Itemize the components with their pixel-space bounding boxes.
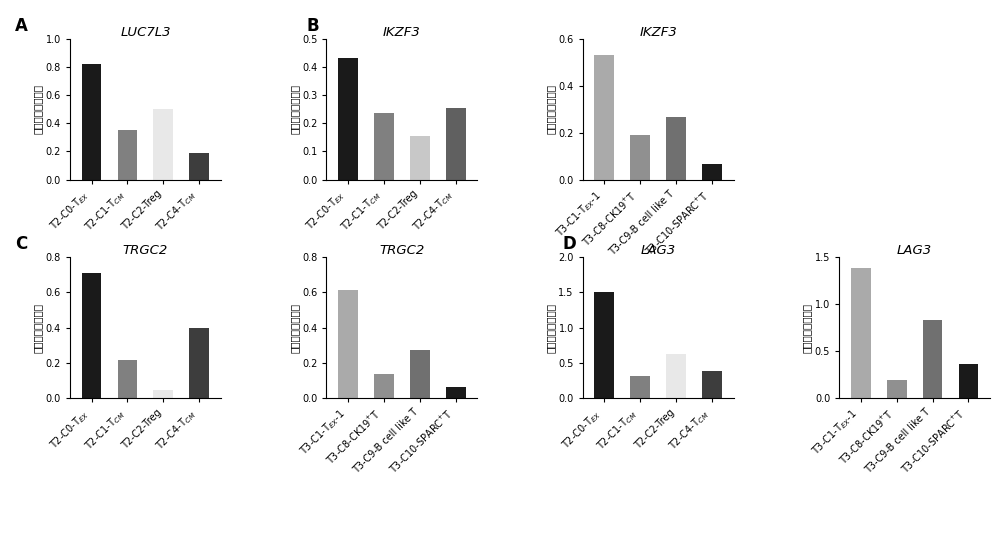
Bar: [189, 328, 209, 398]
Bar: [923, 320, 942, 398]
Text: A: A: [15, 17, 28, 35]
Title: TRGC2: TRGC2: [379, 244, 424, 257]
Y-axis label: 独特分子标识符数: 独特分子标识符数: [33, 302, 43, 353]
Y-axis label: 独特分子标识符数: 独特分子标识符数: [802, 302, 812, 353]
Title: LAG3: LAG3: [641, 244, 676, 257]
Bar: [630, 375, 650, 398]
Bar: [410, 136, 430, 180]
Title: IKZF3: IKZF3: [639, 25, 677, 39]
Bar: [410, 349, 430, 398]
Bar: [338, 59, 358, 180]
Title: LAG3: LAG3: [897, 244, 932, 257]
Bar: [666, 354, 686, 398]
Bar: [959, 364, 978, 398]
Bar: [594, 55, 614, 180]
Y-axis label: 独特分子标识符数: 独特分子标识符数: [289, 84, 299, 134]
Bar: [338, 290, 358, 398]
Bar: [374, 113, 394, 180]
Bar: [887, 380, 907, 398]
Bar: [118, 131, 137, 180]
Text: D: D: [563, 235, 577, 253]
Title: IKZF3: IKZF3: [383, 25, 421, 39]
Y-axis label: 独特分子标识符数: 独特分子标识符数: [33, 84, 43, 134]
Bar: [702, 372, 722, 398]
Y-axis label: 独特分子标识符数: 独特分子标识符数: [289, 302, 299, 353]
Bar: [153, 109, 173, 180]
Bar: [630, 135, 650, 180]
Bar: [82, 273, 101, 398]
Bar: [702, 164, 722, 180]
Bar: [118, 360, 137, 398]
Text: B: B: [306, 17, 319, 35]
Title: TRGC2: TRGC2: [123, 244, 168, 257]
Y-axis label: 独特分子标识符数: 独特分子标识符数: [546, 302, 556, 353]
Bar: [851, 268, 871, 398]
Y-axis label: 独特分子标识符数: 独特分子标识符数: [546, 84, 556, 134]
Bar: [594, 293, 614, 398]
Bar: [446, 387, 466, 398]
Bar: [446, 108, 466, 180]
Bar: [374, 374, 394, 398]
Bar: [189, 153, 209, 180]
Bar: [666, 117, 686, 180]
Text: C: C: [15, 235, 27, 253]
Bar: [82, 64, 101, 180]
Bar: [153, 390, 173, 398]
Title: LUC7L3: LUC7L3: [120, 25, 171, 39]
